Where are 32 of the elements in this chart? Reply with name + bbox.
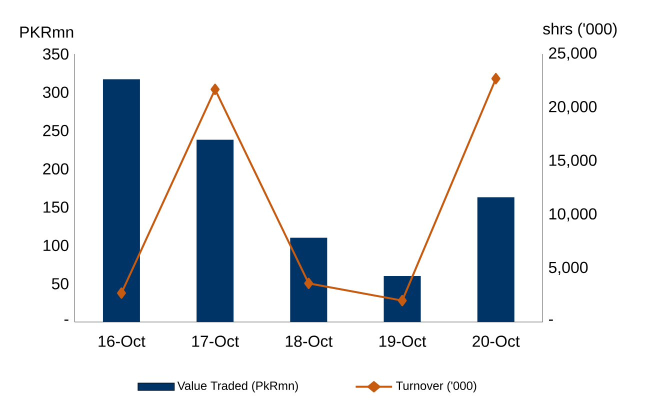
x-tick-label: 16-Oct: [98, 336, 146, 347]
y-axis-title: PKRmn: [20, 26, 74, 38]
point: [116, 287, 126, 299]
point: [304, 278, 314, 290]
y2-tick-label: 25,000: [549, 47, 597, 61]
y-tick-label: 200: [43, 163, 68, 175]
y-tick-label: 100: [44, 240, 68, 252]
bar: [384, 276, 421, 322]
bar: [290, 238, 328, 322]
y-tick-label: 150: [44, 201, 68, 213]
x-tick-label: 20-Oct: [472, 336, 520, 347]
bar: [196, 140, 234, 322]
y2-tick-label: 10,000: [549, 208, 597, 222]
y2-axis-title: shrs ('000): [543, 22, 617, 38]
y-tick-label: 50: [52, 278, 68, 290]
y-tick-label: -: [64, 320, 68, 321]
legend-label: Turnover ('000): [396, 381, 476, 392]
legend-label: Value Traded (PkRmn): [177, 381, 298, 392]
y-tick-label: 350: [42, 48, 68, 60]
bar: [477, 197, 514, 322]
y2-tick-label: 15,000: [549, 154, 597, 168]
point: [491, 72, 500, 84]
bar: [102, 79, 140, 322]
y2-tick-label: -: [548, 320, 553, 321]
x-tick-label: 18-Oct: [286, 336, 333, 347]
x-tick-label: 17-Oct: [192, 336, 239, 347]
y-tick-label: 250: [43, 124, 68, 136]
y2-tick-label: 20,000: [549, 101, 597, 114]
y2-tick-label: 5,000: [548, 262, 588, 276]
x-tick-label: 19-Oct: [379, 336, 426, 347]
point: [210, 84, 220, 96]
y-tick-label: 300: [42, 86, 68, 98]
